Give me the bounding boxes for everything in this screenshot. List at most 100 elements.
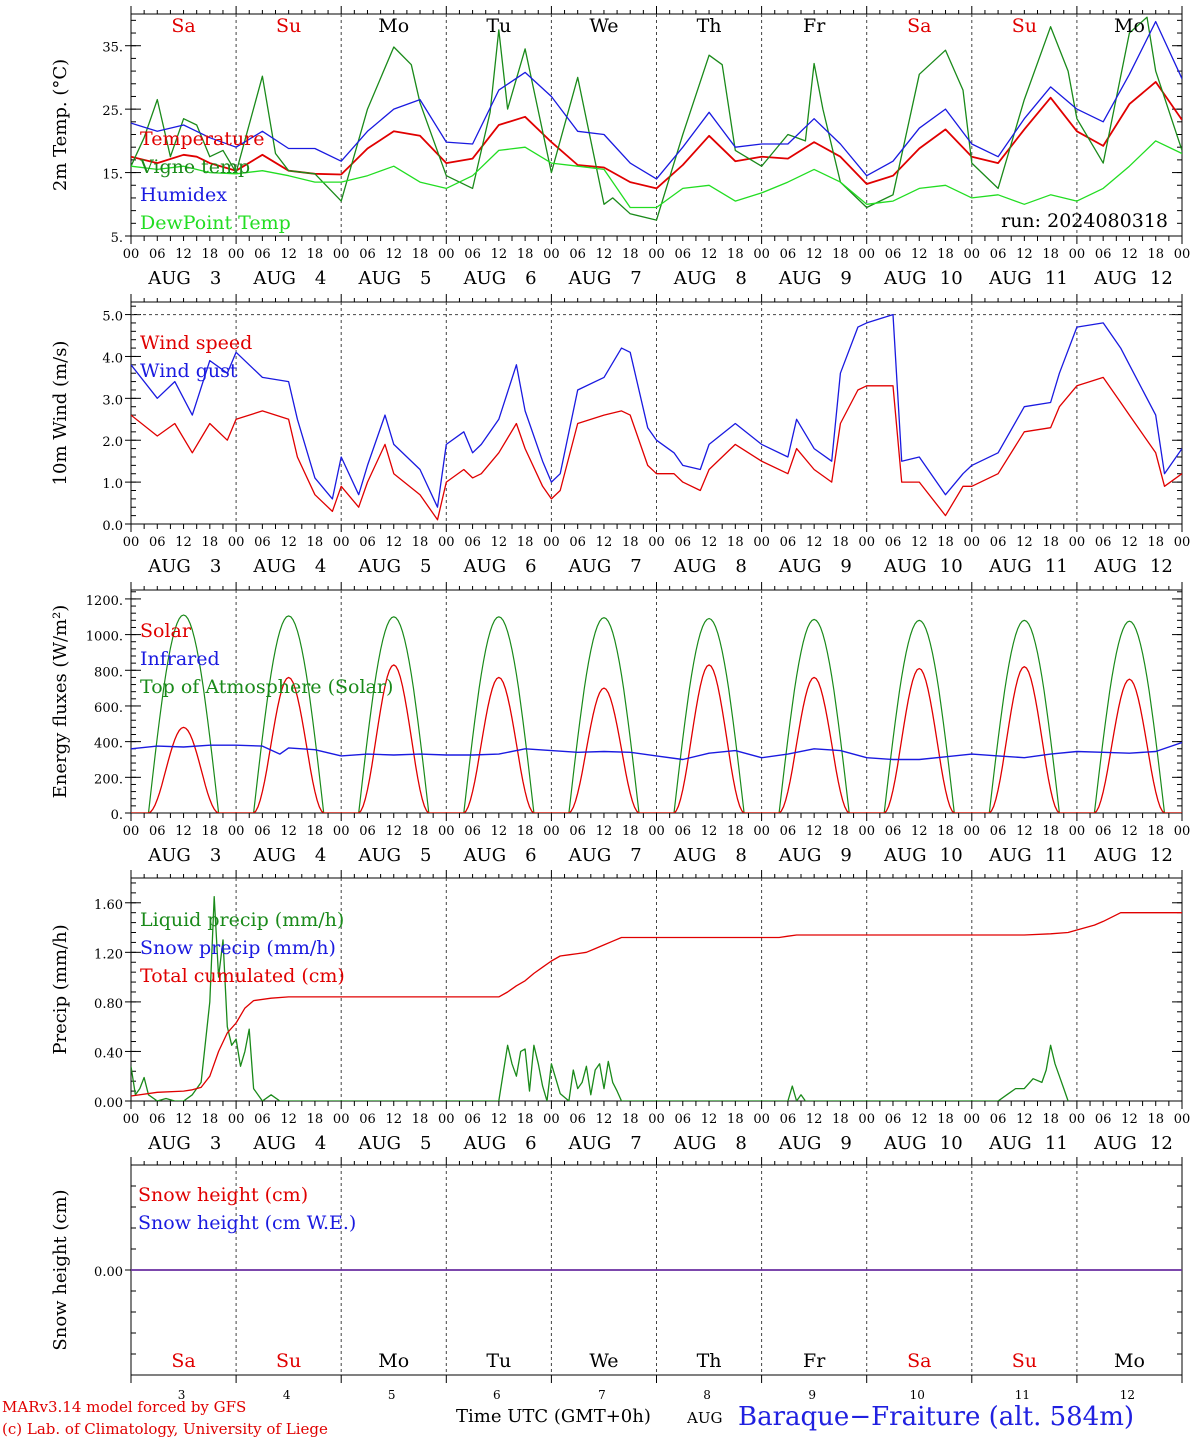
day-label: 5	[420, 845, 431, 866]
day-label: 10	[940, 556, 963, 577]
hour-tick-label: 12	[911, 824, 928, 839]
hour-tick-label: 18	[727, 535, 744, 550]
y-tick-label: 0.	[111, 808, 123, 823]
y-tick-label: 1000.	[86, 630, 123, 645]
hour-tick-label: 12	[491, 1112, 508, 1127]
day-label: 9	[840, 1133, 851, 1154]
bottom-weekday-label: Tu	[486, 1350, 511, 1372]
month-label: AUG	[778, 556, 822, 577]
hour-tick-label: 00	[964, 824, 981, 839]
bottom-weekday-label: Sa	[907, 1350, 931, 1372]
hour-tick-label: 06	[1095, 824, 1112, 839]
liquid-precip-mm-h-line	[131, 895, 1069, 1101]
hour-tick-label: 06	[569, 247, 586, 262]
day-label: 6	[525, 845, 536, 866]
hour-tick-label: 00	[1174, 1112, 1191, 1127]
day-label: 5	[420, 268, 431, 289]
hour-tick-label: 00	[333, 535, 350, 550]
plot-area	[131, 16, 1182, 221]
hour-tick-label: 12	[911, 535, 928, 550]
day-label: 5	[420, 1133, 431, 1154]
month-label: AUG	[778, 268, 822, 289]
day-label: 3	[210, 268, 221, 289]
day-label: 4	[315, 556, 326, 577]
day-label: 10	[940, 1133, 963, 1154]
bottom-day-number: 9	[808, 1388, 816, 1402]
hour-tick-label: 00	[753, 824, 770, 839]
hour-tick-label: 06	[464, 247, 481, 262]
legend-entry: Solar	[140, 620, 192, 642]
hour-tick-label: 06	[675, 247, 692, 262]
hour-tick-label: 12	[1016, 1112, 1033, 1127]
hour-tick-label: 00	[438, 247, 455, 262]
hour-tick-label: 06	[675, 1112, 692, 1127]
y-tick-label: 600.	[94, 701, 123, 716]
hour-tick-label: 06	[254, 1112, 271, 1127]
hour-tick-label: 06	[885, 1112, 902, 1127]
hour-tick-label: 06	[780, 824, 797, 839]
solar-line	[131, 664, 1182, 813]
month-label: AUG	[988, 1133, 1032, 1154]
hour-tick-label: 00	[123, 535, 140, 550]
weekday-label: We	[589, 15, 618, 37]
hour-tick-label: 00	[228, 247, 245, 262]
bottom-weekday-label: Th	[697, 1350, 722, 1372]
hour-tick-label: 00	[543, 824, 560, 839]
hour-tick-label: 18	[937, 824, 954, 839]
y-axis-title: Energy fluxes (W/m²)	[50, 605, 71, 799]
hour-tick-label: 00	[753, 247, 770, 262]
day-label: 8	[735, 556, 746, 577]
hour-tick-label: 00	[1174, 535, 1191, 550]
hour-tick-label: 00	[228, 824, 245, 839]
hour-tick-label: 18	[1042, 535, 1059, 550]
hour-tick-label: 06	[359, 247, 376, 262]
hour-tick-label: 12	[1121, 247, 1138, 262]
month-label: AUG	[1093, 556, 1137, 577]
hour-tick-label: 18	[412, 247, 429, 262]
day-label: 11	[1045, 268, 1068, 289]
hour-tick-label: 06	[1095, 535, 1112, 550]
hour-tick-label: 12	[1121, 824, 1138, 839]
hour-tick-label: 18	[202, 1112, 219, 1127]
day-label: 8	[735, 845, 746, 866]
hour-tick-label: 00	[648, 247, 665, 262]
wind-speed-line	[131, 376, 1182, 521]
month-label: AUG	[357, 845, 401, 866]
hour-tick-label: 00	[123, 247, 140, 262]
y-axis-title: 10m Wind (m/s)	[50, 341, 71, 486]
y-tick-label: 0.0	[102, 519, 123, 534]
vigne-temp-line	[131, 16, 1182, 221]
hour-tick-label: 18	[622, 247, 639, 262]
month-label: AUG	[463, 845, 507, 866]
time-axis-month: AUG	[687, 1409, 723, 1427]
legend-entry: Wind gust	[140, 360, 238, 382]
hour-tick-label: 00	[648, 535, 665, 550]
y-tick-label: 1.0	[102, 477, 123, 492]
month-label: AUG	[778, 1133, 822, 1154]
legend-entry: Snow height (cm W.E.)	[138, 1212, 356, 1234]
hour-tick-label: 12	[806, 535, 823, 550]
hour-tick-label: 12	[491, 824, 508, 839]
month-label: AUG	[1093, 1133, 1137, 1154]
day-label: 10	[940, 845, 963, 866]
hour-tick-label: 18	[202, 535, 219, 550]
plot-area	[131, 895, 1182, 1101]
day-label: 10	[940, 268, 963, 289]
day-label: 12	[1150, 845, 1173, 866]
bottom-weekday-label: Mo	[1114, 1350, 1145, 1372]
hour-tick-label: 12	[175, 824, 192, 839]
month-label: AUG	[673, 268, 717, 289]
bottom-weekday-label: Su	[1012, 1350, 1037, 1372]
month-label: AUG	[988, 268, 1032, 289]
hour-tick-label: 12	[701, 247, 718, 262]
month-label: AUG	[357, 268, 401, 289]
panel-4: 0.00 0.40 0.80 1.20 1.60 Precip (mm/h) 00 06 12 1…	[50, 870, 1190, 1154]
y-tick-label: 5.0	[102, 310, 123, 325]
hour-tick-label: 00	[123, 1112, 140, 1127]
hour-tick-label: 12	[596, 535, 613, 550]
y-tick-label: 0.00	[94, 1096, 123, 1111]
weekday-label: Th	[697, 15, 722, 37]
month-label: AUG	[1093, 268, 1137, 289]
hour-tick-label: 06	[1095, 1112, 1112, 1127]
plot-area	[131, 614, 1182, 813]
